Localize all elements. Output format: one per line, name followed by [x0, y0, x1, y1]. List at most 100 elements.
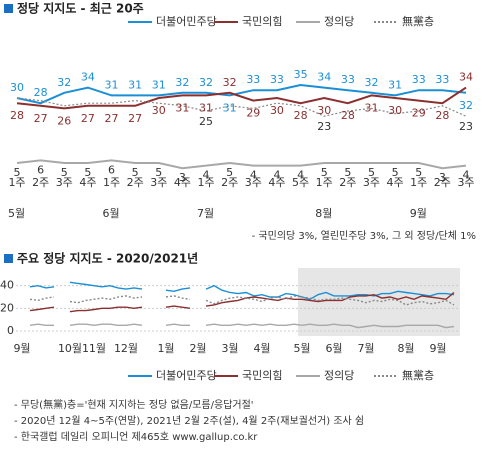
y-tick-label: 20 — [0, 301, 14, 314]
x-tick-label: 3주 — [245, 176, 262, 189]
data-label: 34 — [81, 71, 95, 84]
x-tick-label: 4주 — [268, 176, 285, 189]
data-label: 31 — [128, 78, 142, 91]
y-tick-label: 40 — [0, 279, 14, 292]
x-tick-label: 1월 — [157, 342, 174, 355]
x-tick-label: 2주 — [127, 176, 144, 189]
x-tick-label: 2월 — [189, 342, 206, 355]
data-label: 31 — [152, 78, 166, 91]
data-label: 31 — [199, 101, 213, 114]
series-line — [16, 86, 467, 110]
data-label: 27 — [128, 112, 142, 125]
month-label: 7월 — [197, 207, 214, 220]
data-label: 26 — [57, 114, 71, 127]
x-tick-label: 3주 — [56, 176, 73, 189]
chart-title: 정당 지지도 - 최근 20주 — [17, 1, 144, 16]
data-label: 5 — [392, 166, 399, 179]
series-line — [16, 83, 467, 105]
data-label: 31 — [364, 101, 378, 114]
data-label: 4 — [273, 169, 280, 182]
data-label: 31 — [175, 101, 189, 114]
data-label: 29 — [246, 107, 260, 120]
data-label: 5 — [226, 166, 233, 179]
data-label: 5 — [84, 166, 91, 179]
data-label: 33 — [246, 73, 260, 86]
x-tick-label: 2주 — [32, 176, 49, 189]
x-tick-label: 8월 — [397, 342, 414, 355]
x-tick-label: 2주 — [221, 176, 238, 189]
x-tick-label: 5주 — [292, 176, 309, 189]
series-line — [29, 323, 455, 329]
data-label: 4 — [203, 169, 210, 182]
title-icon — [4, 254, 13, 263]
x-tick-label: 2주 — [339, 176, 356, 189]
month-label: 9월 — [410, 207, 427, 220]
x-tick-label: 3주 — [363, 176, 380, 189]
data-label: 28 — [435, 109, 449, 122]
data-label: 5 — [415, 166, 422, 179]
data-label: 31 — [223, 101, 237, 114]
data-label: 32 — [223, 76, 237, 89]
legend-label: 정의당 — [324, 369, 354, 382]
x-tick-label: 1주 — [8, 176, 25, 189]
data-label: 32 — [459, 99, 473, 112]
data-label: 6 — [37, 163, 44, 176]
data-label: 35 — [294, 68, 308, 81]
data-label: 3 — [179, 171, 186, 184]
series-line — [29, 291, 455, 313]
data-label: 33 — [412, 73, 426, 86]
data-label: 4 — [463, 169, 470, 182]
note: - 2020년 12월 4~5주(연말), 2021년 2월 2주(설), 4월… — [14, 414, 364, 427]
data-label: 5 — [321, 166, 328, 179]
data-label: 27 — [81, 112, 95, 125]
x-tick-label: 6월 — [325, 342, 342, 355]
legend-label: 無黨층 — [402, 368, 434, 382]
x-tick-label: 1주 — [103, 176, 120, 189]
data-label: 25 — [199, 115, 213, 128]
month-label: 8월 — [315, 207, 332, 220]
month-label: 5월 — [8, 207, 25, 220]
data-label: 33 — [341, 73, 355, 86]
data-label: 30 — [388, 104, 402, 117]
data-label: 34 — [317, 71, 331, 84]
legend-label: 더불어민주당 — [156, 369, 217, 382]
x-tick-label: 4주 — [79, 176, 96, 189]
data-label: 5 — [14, 166, 21, 179]
data-label: 33 — [270, 73, 284, 86]
x-tick-label: 11월 — [82, 342, 106, 355]
data-label: 4 — [250, 169, 257, 182]
footnote: - 국민의당 3%, 열린민주당 3%, 그 외 정당/단체 1% — [252, 230, 476, 242]
x-tick-label: 9월 — [13, 342, 30, 355]
note: - 무당(無黨)층='현재 지지하는 정당 없음/모름/응답거절' — [14, 398, 254, 411]
x-tick-label: 3월 — [221, 342, 238, 355]
x-tick-label: 4주 — [174, 176, 191, 189]
x-tick-label: 7월 — [357, 342, 374, 355]
data-label: 31 — [388, 78, 402, 91]
data-label: 30 — [152, 104, 166, 117]
legend-label: 더불어민주당 — [156, 15, 217, 28]
data-label: 5 — [155, 166, 162, 179]
data-label: 31 — [105, 78, 119, 91]
x-tick-label: 4월 — [253, 342, 270, 355]
data-label: 3 — [439, 171, 446, 184]
data-label: 30 — [317, 104, 331, 117]
data-label: 28 — [10, 109, 24, 122]
series-line — [29, 295, 455, 306]
x-tick-label: 3주 — [457, 176, 474, 189]
data-label: 33 — [435, 73, 449, 86]
data-label: 27 — [105, 112, 119, 125]
y-tick-label: 0 — [7, 324, 14, 337]
data-label: 23 — [317, 120, 331, 133]
data-label: 30 — [10, 81, 24, 94]
data-label: 5 — [132, 166, 139, 179]
x-tick-label: 12월 — [114, 342, 138, 355]
data-label: 6 — [108, 163, 115, 176]
data-label: 32 — [364, 76, 378, 89]
legend-label: 無黨층 — [402, 14, 434, 28]
series-line — [16, 97, 467, 117]
data-label: 5 — [368, 166, 375, 179]
chart-title: 주요 정당 지지도 - 2020/2021년 — [17, 251, 198, 266]
series-line — [29, 281, 455, 301]
x-tick-label: 3주 — [150, 176, 167, 189]
legend-label: 국민의힘 — [242, 15, 282, 28]
